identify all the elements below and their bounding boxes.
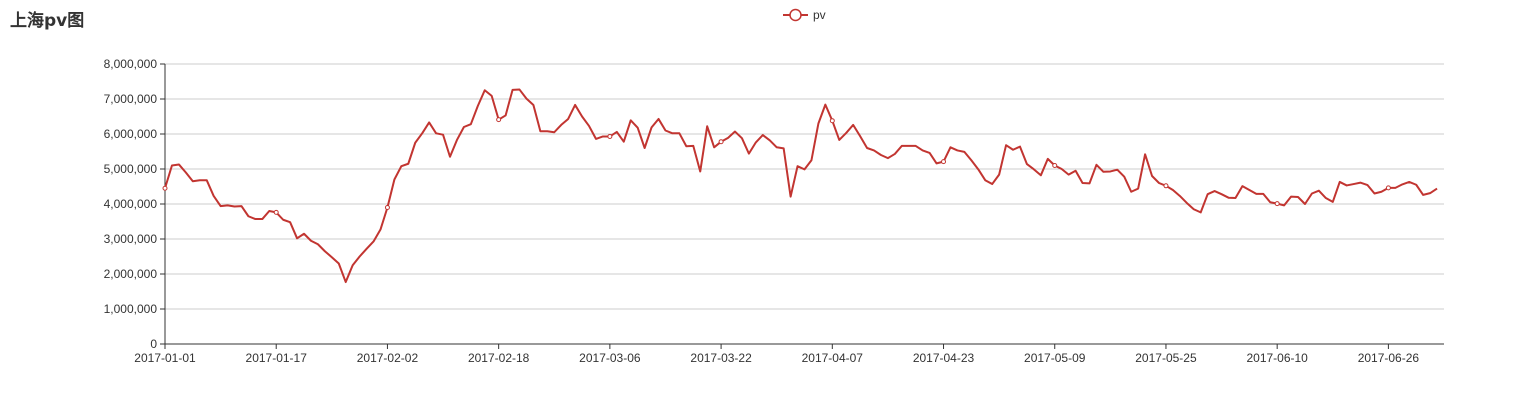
chart-title: 上海pv图 xyxy=(10,11,85,31)
y-tick-label: 2,000,000 xyxy=(104,267,158,281)
data-point[interactable] xyxy=(384,205,390,210)
x-tick-label: 2017-02-18 xyxy=(468,351,530,365)
x-tick-label: 2017-03-22 xyxy=(690,351,752,365)
series-group xyxy=(162,88,1438,284)
y-tick-label: 7,000,000 xyxy=(104,92,158,106)
y-tick-label: 4,000,000 xyxy=(104,197,158,211)
y-tick-label: 8,000,000 xyxy=(104,57,158,71)
x-tick-label: 2017-04-07 xyxy=(802,351,864,365)
data-point[interactable] xyxy=(829,118,835,124)
data-point[interactable] xyxy=(273,209,279,215)
data-point[interactable] xyxy=(607,133,613,139)
y-tick-label: 0 xyxy=(150,337,157,351)
x-tick-label: 2017-05-09 xyxy=(1024,351,1086,365)
x-tick-label: 2017-01-01 xyxy=(134,351,196,365)
y-tick-label: 5,000,000 xyxy=(104,162,158,176)
data-point[interactable] xyxy=(1385,185,1391,191)
y-tick-label: 1,000,000 xyxy=(104,302,158,316)
legend[interactable]: pv xyxy=(783,8,826,22)
legend-marker-symbol xyxy=(789,8,802,22)
x-tick-label: 2017-01-17 xyxy=(246,351,308,365)
y-axis: 0 1,000,000 2,000,000 3,000,000 4,000,000 5,0… xyxy=(104,57,166,351)
data-point[interactable] xyxy=(496,117,502,123)
x-tick-label: 2017-06-10 xyxy=(1246,351,1308,365)
y-tick-label: 6,000,000 xyxy=(104,127,158,141)
data-point[interactable] xyxy=(941,159,947,165)
data-point[interactable] xyxy=(162,185,168,191)
y-tick-label: 3,000,000 xyxy=(104,232,158,246)
data-point[interactable] xyxy=(718,139,724,145)
x-tick-label: 2017-05-25 xyxy=(1135,351,1197,365)
data-point[interactable] xyxy=(1052,163,1058,168)
legend-label-pv: pv xyxy=(813,8,826,22)
grid-lines xyxy=(165,63,1444,310)
x-tick-label: 2017-03-06 xyxy=(579,351,641,365)
x-axis: 2017-01-01 2017-01-17 2017-02-02 2017-02-18… xyxy=(134,343,1444,365)
data-point[interactable] xyxy=(1274,201,1280,207)
series-line-pv xyxy=(164,88,1438,284)
x-tick-label: 2017-06-26 xyxy=(1358,351,1420,365)
data-point[interactable] xyxy=(1163,183,1169,189)
x-tick-label: 2017-02-02 xyxy=(357,351,419,365)
x-tick-label: 2017-04-23 xyxy=(913,351,975,365)
